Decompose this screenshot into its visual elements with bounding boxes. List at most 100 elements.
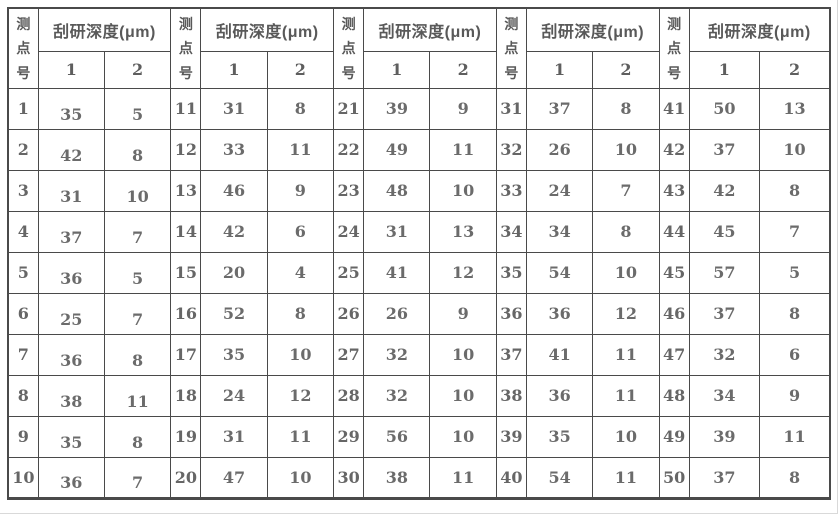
depth-value-cell: 54 [525, 251, 594, 294]
point-number-header: 测点号 [333, 7, 365, 89]
depth-value-cell: 5 [103, 251, 172, 294]
depth-value-cell: 8 [103, 333, 172, 376]
point-number-header: 测点号 [658, 7, 690, 89]
depth-value-cell: 39 [688, 415, 761, 458]
depth-value-cell: 41 [525, 333, 594, 376]
table-row: 1 35 5 11 31 8 21 39 9 31 37 8 41 50 13 [7, 87, 831, 130]
depth-header: 刮研深度(μm) [688, 7, 831, 52]
depth-value-cell: 35 [200, 333, 268, 376]
depth-value-cell: 46 [200, 169, 268, 212]
depth-value-cell: 8 [103, 128, 172, 171]
point-number-cell: 15 [170, 251, 202, 294]
depth-value-cell: 36 [37, 456, 105, 499]
depth-value-cell: 7 [103, 210, 172, 253]
point-number-cell: 20 [170, 456, 202, 499]
depth-value-cell: 26 [525, 128, 594, 171]
point-number-cell: 10 [7, 456, 39, 499]
depth-value-cell: 6 [759, 333, 831, 376]
sub-column-1-header: 1 [200, 50, 268, 89]
depth-value-cell: 10 [266, 456, 335, 499]
point-number-cell: 28 [333, 374, 365, 417]
point-number-label: 测点号 [341, 15, 356, 81]
point-number-cell: 25 [333, 251, 365, 294]
point-number-cell: 50 [658, 456, 690, 499]
table-header: 测点号 刮研深度(μm) 测点号 刮研深度(μm) 测点号 刮研深度(μm) 测… [7, 7, 831, 89]
depth-value-cell: 20 [200, 251, 268, 294]
point-number-cell: 33 [495, 169, 527, 212]
point-number-cell: 18 [170, 374, 202, 417]
depth-value-cell: 37 [37, 210, 105, 253]
point-number-cell: 29 [333, 415, 365, 458]
sub-column-2-header: 2 [266, 50, 335, 89]
point-number-cell: 30 [333, 456, 365, 499]
sub-column-1-header: 1 [37, 50, 105, 89]
depth-value-cell: 10 [429, 333, 497, 376]
table-body: 1 35 5 11 31 8 21 39 9 31 37 8 41 50 13 2 42 8 12 33 11 22 49 1… [7, 87, 831, 499]
depth-value-cell: 48 [363, 169, 431, 212]
depth-value-cell: 12 [592, 292, 660, 335]
sub-column-2-header: 2 [592, 50, 660, 89]
depth-value-cell: 36 [37, 251, 105, 294]
point-number-cell: 21 [333, 87, 365, 130]
point-number-cell: 35 [495, 251, 527, 294]
depth-value-cell: 8 [266, 87, 335, 130]
depth-header: 刮研深度(μm) [200, 7, 335, 52]
depth-value-cell: 10 [103, 169, 172, 212]
depth-value-cell: 9 [429, 292, 497, 335]
depth-value-cell: 5 [759, 251, 831, 294]
depth-value-cell: 35 [37, 415, 105, 458]
point-number-label: 测点号 [504, 15, 519, 81]
depth-value-cell: 10 [592, 251, 660, 294]
depth-value-cell: 8 [592, 210, 660, 253]
depth-value-cell: 31 [37, 169, 105, 212]
depth-value-cell: 35 [37, 87, 105, 130]
depth-value-cell: 42 [688, 169, 761, 212]
depth-value-cell: 31 [200, 415, 268, 458]
point-number-cell: 42 [658, 128, 690, 171]
depth-value-cell: 10 [759, 128, 831, 171]
point-number-label: 测点号 [178, 15, 193, 81]
point-number-cell: 45 [658, 251, 690, 294]
depth-value-cell: 8 [759, 292, 831, 335]
depth-value-cell: 38 [37, 374, 105, 417]
depth-value-cell: 7 [103, 456, 172, 499]
depth-value-cell: 26 [363, 292, 431, 335]
point-number-cell: 11 [170, 87, 202, 130]
depth-value-cell: 11 [592, 374, 660, 417]
depth-value-cell: 34 [688, 374, 761, 417]
depth-value-cell: 7 [103, 292, 172, 335]
depth-value-cell: 13 [759, 87, 831, 130]
point-number-cell: 31 [495, 87, 527, 130]
point-number-cell: 17 [170, 333, 202, 376]
point-number-cell: 36 [495, 292, 527, 335]
point-number-cell: 19 [170, 415, 202, 458]
point-number-cell: 9 [7, 415, 39, 458]
table-row: 6 25 7 16 52 8 26 26 9 36 36 12 46 37 8 [7, 292, 831, 335]
point-number-cell: 22 [333, 128, 365, 171]
depth-value-cell: 32 [688, 333, 761, 376]
point-number-cell: 12 [170, 128, 202, 171]
depth-value-cell: 35 [525, 415, 594, 458]
point-number-cell: 38 [495, 374, 527, 417]
depth-value-cell: 7 [592, 169, 660, 212]
depth-value-cell: 11 [429, 128, 497, 171]
depth-value-cell: 12 [266, 374, 335, 417]
point-number-cell: 4 [7, 210, 39, 253]
point-number-cell: 41 [658, 87, 690, 130]
sub-column-2-header: 2 [103, 50, 172, 89]
depth-value-cell: 37 [688, 456, 761, 499]
depth-value-cell: 9 [759, 374, 831, 417]
depth-value-cell: 10 [429, 415, 497, 458]
depth-value-cell: 50 [688, 87, 761, 130]
sub-column-1-header: 1 [688, 50, 761, 89]
depth-value-cell: 10 [429, 169, 497, 212]
depth-value-cell: 52 [200, 292, 268, 335]
point-number-cell: 6 [7, 292, 39, 335]
point-number-cell: 16 [170, 292, 202, 335]
table-row: 3 31 10 13 46 9 23 48 10 33 24 7 43 42 8 [7, 169, 831, 212]
depth-value-cell: 49 [363, 128, 431, 171]
depth-value-cell: 8 [266, 292, 335, 335]
point-number-cell: 13 [170, 169, 202, 212]
depth-value-cell: 11 [103, 374, 172, 417]
depth-value-cell: 32 [363, 374, 431, 417]
